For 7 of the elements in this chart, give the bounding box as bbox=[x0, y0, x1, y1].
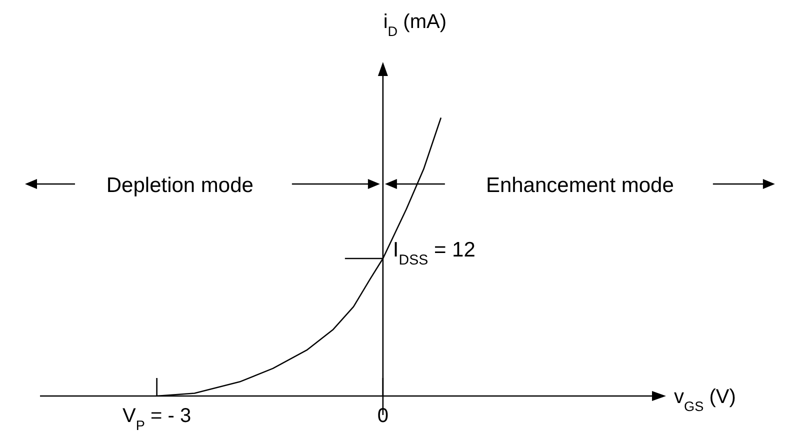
x-axis-title: v$_{GS}$ (V) bbox=[674, 386, 736, 414]
annotation: I$_{DSS}$ = 12 bbox=[392, 238, 476, 269]
y-axis-title: i$_{D}$ (mA) bbox=[383, 11, 447, 38]
x-tick-label: V$_{P}$ = - 3 bbox=[122, 405, 192, 432]
x-tick-label: 0 bbox=[377, 405, 388, 427]
annotation: Enhancement mode bbox=[486, 174, 674, 197]
annotation: Depletion mode bbox=[106, 174, 254, 197]
